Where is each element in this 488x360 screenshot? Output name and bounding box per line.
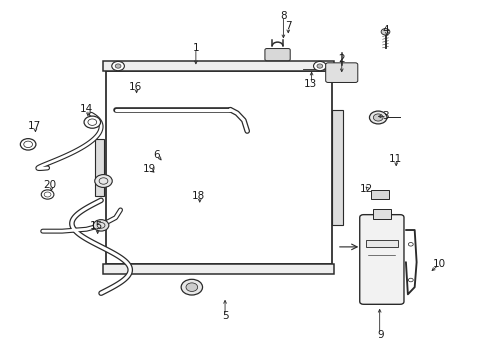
- Text: 18: 18: [191, 191, 204, 201]
- FancyBboxPatch shape: [264, 49, 289, 61]
- Text: 17: 17: [28, 121, 41, 131]
- Text: 19: 19: [143, 164, 156, 174]
- Text: 16: 16: [128, 82, 142, 92]
- Text: 8: 8: [280, 11, 286, 21]
- Bar: [103, 61, 334, 71]
- Text: 4: 4: [382, 25, 388, 35]
- Circle shape: [20, 139, 36, 150]
- Circle shape: [41, 190, 54, 199]
- Bar: [103, 264, 334, 274]
- Text: 20: 20: [43, 180, 57, 190]
- Text: 14: 14: [80, 104, 93, 113]
- Text: 9: 9: [377, 330, 383, 341]
- Circle shape: [316, 64, 322, 68]
- Circle shape: [372, 114, 382, 121]
- Circle shape: [112, 62, 124, 71]
- Text: 3: 3: [382, 111, 388, 121]
- Text: 12: 12: [359, 184, 372, 194]
- Bar: [370, 190, 388, 199]
- Circle shape: [407, 243, 412, 246]
- Circle shape: [95, 175, 112, 188]
- Circle shape: [84, 116, 101, 128]
- Text: 11: 11: [388, 154, 401, 163]
- Bar: [95, 139, 104, 197]
- Circle shape: [181, 279, 202, 295]
- FancyBboxPatch shape: [359, 215, 403, 304]
- Bar: [372, 209, 390, 219]
- Circle shape: [380, 28, 389, 35]
- Bar: [112, 75, 198, 260]
- Circle shape: [407, 278, 412, 282]
- Text: 5: 5: [221, 311, 228, 321]
- Text: 2: 2: [338, 54, 345, 64]
- Text: 15: 15: [89, 221, 102, 231]
- Text: 1: 1: [192, 43, 199, 53]
- Text: 13: 13: [303, 78, 316, 89]
- Text: 7: 7: [285, 21, 291, 31]
- FancyBboxPatch shape: [325, 63, 357, 82]
- Circle shape: [185, 283, 197, 292]
- Bar: [366, 240, 397, 247]
- Circle shape: [313, 62, 325, 71]
- Bar: [331, 110, 342, 225]
- Text: 6: 6: [153, 150, 160, 160]
- Circle shape: [93, 220, 109, 231]
- Text: 10: 10: [431, 259, 445, 269]
- Circle shape: [115, 64, 121, 68]
- Circle shape: [369, 111, 386, 124]
- Bar: [106, 71, 331, 264]
